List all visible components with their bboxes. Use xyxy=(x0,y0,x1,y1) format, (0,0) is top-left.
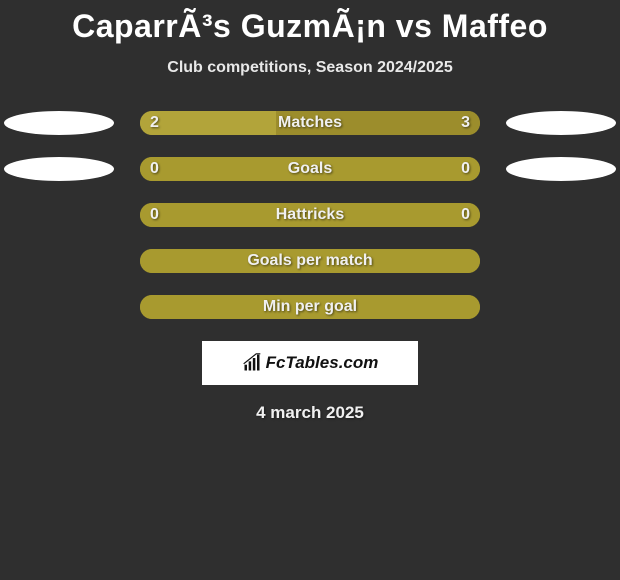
site-logo: FcTables.com xyxy=(202,341,418,385)
stat-label: Min per goal xyxy=(140,298,480,316)
bar-chart-icon xyxy=(242,353,262,373)
player-badge-right xyxy=(506,111,616,135)
snapshot-date: 4 march 2025 xyxy=(0,403,620,423)
stat-bar: Goals per match xyxy=(140,249,480,273)
player-badge-left xyxy=(4,111,114,135)
stat-row: 00Goals xyxy=(0,157,620,181)
page-subtitle: Club competitions, Season 2024/2025 xyxy=(0,59,620,77)
page-title: CaparrÃ³s GuzmÃ¡n vs Maffeo xyxy=(0,0,620,45)
comparison-rows: 23Matches 00Goals 00Hattricks Goals per mat… xyxy=(0,111,620,319)
stat-row: 00Hattricks xyxy=(0,203,620,227)
stat-bar: 23Matches xyxy=(140,111,480,135)
site-logo-text: FcTables.com xyxy=(266,353,379,373)
stat-label: Goals per match xyxy=(140,252,480,270)
stat-row: Min per goal xyxy=(0,295,620,319)
stat-bar: 00Hattricks xyxy=(140,203,480,227)
player-badge-left xyxy=(4,157,114,181)
stat-label: Goals xyxy=(140,160,480,178)
stat-row: Goals per match xyxy=(0,249,620,273)
stat-row: 23Matches xyxy=(0,111,620,135)
stat-label: Hattricks xyxy=(140,206,480,224)
player-badge-right xyxy=(506,157,616,181)
stat-bar: Min per goal xyxy=(140,295,480,319)
stat-bar: 00Goals xyxy=(140,157,480,181)
stat-label: Matches xyxy=(140,114,480,132)
